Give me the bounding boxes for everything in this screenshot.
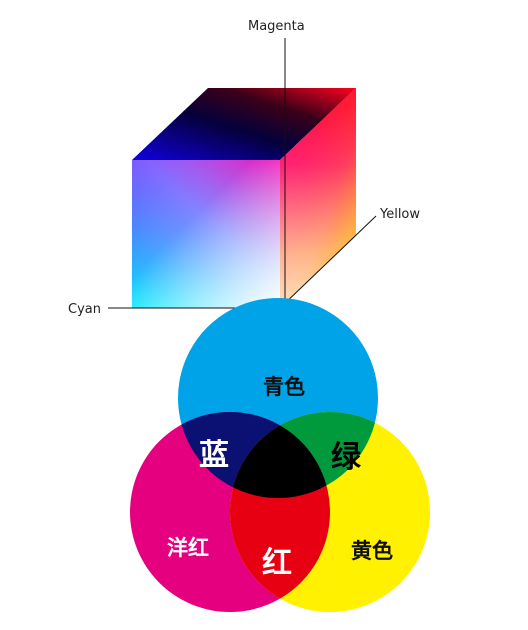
red-label: 红 xyxy=(262,546,292,581)
magenta-label: 洋红 xyxy=(167,536,209,560)
cmy-cube: Magenta Yellow Cyan xyxy=(68,19,420,317)
yellow-label: 黄色 xyxy=(351,539,393,563)
blue-label: 蓝 xyxy=(199,438,229,473)
magenta-axis-label: Magenta xyxy=(248,19,305,34)
cyan-label: 青色 xyxy=(263,375,305,399)
cube-top-face xyxy=(132,88,356,160)
cyan-axis-label: Cyan xyxy=(68,302,101,317)
yellow-axis xyxy=(279,215,377,309)
yellow-axis-label: Yellow xyxy=(379,207,420,222)
black-center xyxy=(230,412,330,498)
cmy-venn: 青色 蓝 绿 洋红 红 黄色 xyxy=(130,298,430,612)
green-label: 绿 xyxy=(331,440,362,475)
